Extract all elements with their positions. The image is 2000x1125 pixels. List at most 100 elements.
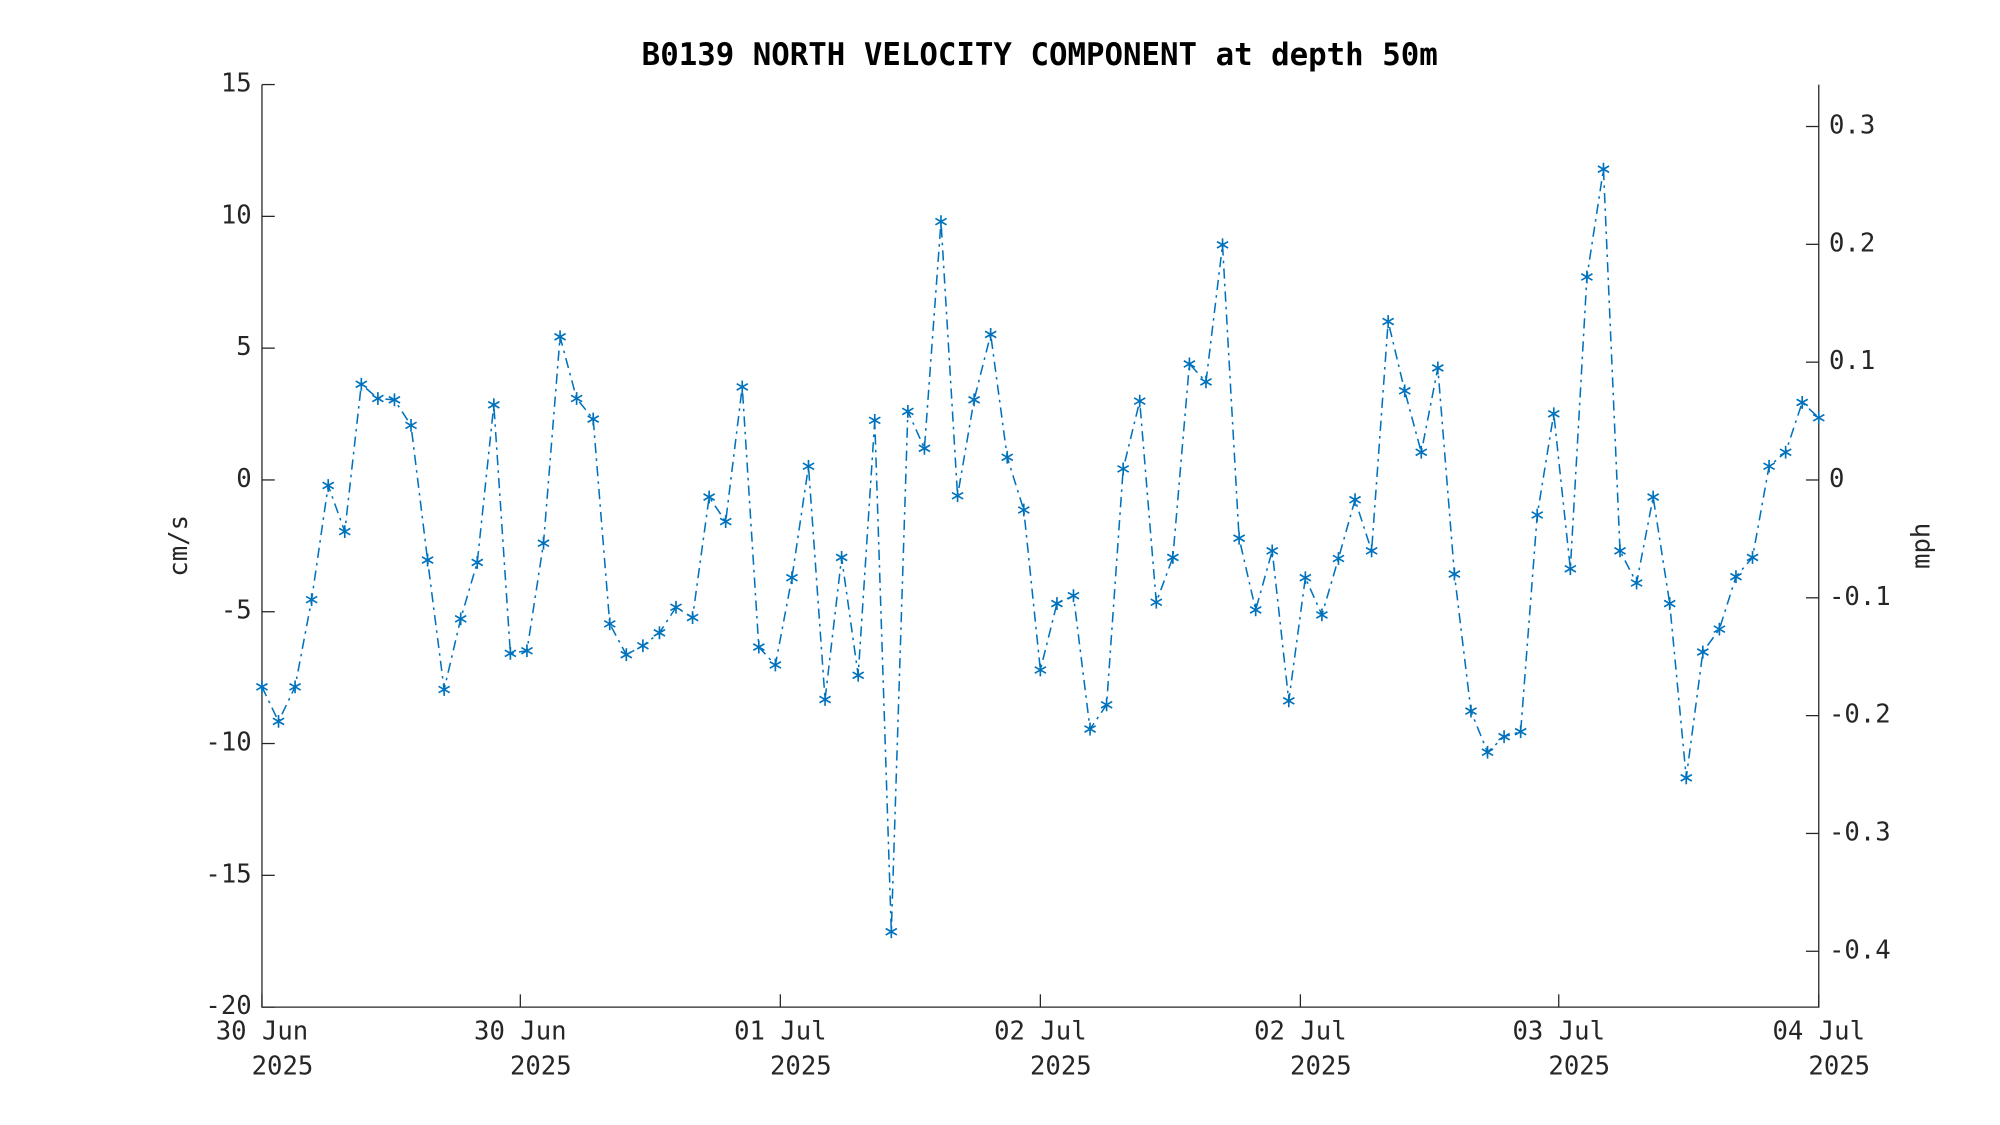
data-marker	[703, 490, 716, 504]
data-marker	[852, 668, 865, 682]
data-marker	[951, 489, 964, 503]
data-marker	[984, 328, 997, 341]
data-marker	[620, 648, 633, 662]
data-marker	[819, 693, 832, 706]
data-marker	[835, 551, 848, 564]
data-marker	[255, 680, 268, 694]
data-marker	[1647, 490, 1660, 504]
data-marker	[1067, 589, 1080, 603]
data-marker	[885, 925, 898, 939]
x-tick-label: 01 Jul 2025	[734, 1017, 832, 1082]
data-marker	[935, 215, 947, 229]
data-marker	[636, 639, 649, 653]
data-marker	[1431, 361, 1444, 375]
data-marker	[322, 479, 335, 492]
data-marker	[1034, 663, 1047, 677]
y-tick-label: -5	[221, 596, 252, 626]
data-marker	[355, 377, 368, 391]
x-tick-label: 30 Jun 2025	[216, 1017, 314, 1082]
data-marker	[1282, 694, 1295, 708]
data-marker	[1150, 595, 1163, 609]
y2-tick-label: -0.4	[1829, 935, 1891, 965]
y-tick-label: 5	[236, 332, 251, 362]
y-tick-label: -15	[205, 859, 251, 889]
data-marker	[537, 536, 550, 550]
data-marker	[769, 658, 782, 672]
chart-title: B0139 NORTH VELOCITY COMPONENT at depth …	[642, 37, 1438, 73]
data-marker	[1597, 162, 1610, 176]
y-tick-label: 15	[221, 69, 252, 99]
x-tick-label: 04 Jul 2025	[1773, 1017, 1871, 1082]
data-marker	[901, 405, 914, 418]
data-marker	[1365, 544, 1378, 558]
data-marker	[504, 646, 517, 660]
data-marker	[1481, 745, 1494, 759]
data-marker	[570, 392, 583, 405]
data-marker	[1547, 407, 1560, 421]
data-marker	[1448, 567, 1461, 581]
x-tick-label: 30 Jun 2025	[474, 1017, 572, 1082]
data-marker	[1713, 622, 1726, 636]
data-marker	[1680, 771, 1693, 785]
data-marker	[670, 600, 682, 614]
data-marker	[736, 380, 749, 394]
y-tick-label: 0	[236, 464, 251, 494]
data-marker	[587, 412, 600, 426]
data-marker	[1315, 608, 1328, 622]
data-marker	[1630, 576, 1643, 590]
data-marker	[1332, 552, 1345, 565]
x-tick-label: 02 Jul 2025	[994, 1017, 1092, 1082]
data-marker	[1084, 722, 1097, 736]
data-marker	[421, 553, 434, 567]
data-marker	[1233, 531, 1246, 545]
data-marker	[1017, 503, 1030, 517]
data-marker	[1696, 645, 1709, 659]
data-marker	[1398, 384, 1411, 398]
y-tick-label: -20	[205, 991, 251, 1021]
data-marker	[1729, 570, 1742, 584]
data-marker	[1349, 493, 1362, 507]
y-tick-label: -10	[205, 728, 251, 758]
data-marker	[1779, 445, 1792, 459]
data-marker	[272, 714, 285, 728]
data-marker	[1133, 394, 1146, 408]
data-marker	[1514, 725, 1527, 739]
data-marker	[471, 556, 484, 569]
data-marker	[752, 640, 765, 654]
data-line	[261, 169, 1820, 932]
y2-tick-label: 0.2	[1829, 228, 1875, 258]
data-marker	[653, 626, 666, 640]
data-marker	[802, 459, 815, 473]
data-marker	[1746, 551, 1759, 564]
data-marker	[918, 441, 931, 455]
data-marker	[1531, 508, 1544, 522]
data-marker	[1100, 698, 1113, 712]
data-marker	[438, 683, 451, 696]
data-marker	[603, 617, 616, 631]
data-marker	[1663, 597, 1676, 610]
y2-tick-label: 0.1	[1829, 346, 1875, 376]
data-marker	[1614, 544, 1627, 558]
data-marker	[454, 612, 467, 626]
data-marker	[868, 413, 881, 427]
data-marker	[1001, 450, 1014, 464]
x-tick-label: 03 Jul 2025	[1512, 1017, 1610, 1082]
data-marker	[1050, 597, 1063, 610]
x-tick-label: 02 Jul 2025	[1254, 1017, 1352, 1082]
y2-tick-label: -0.2	[1829, 700, 1891, 730]
y2-tick-label: -0.3	[1829, 817, 1891, 847]
data-marker	[1382, 315, 1395, 328]
data-marker	[371, 392, 384, 405]
data-marker	[686, 611, 699, 624]
data-marker	[1117, 462, 1130, 476]
y2-tick-label: -0.1	[1829, 582, 1891, 612]
data-marker	[1249, 603, 1262, 617]
y-tick-label: 10	[221, 200, 252, 230]
data-marker	[1415, 445, 1428, 459]
y2-tick-label: 0	[1829, 464, 1844, 494]
data-marker	[405, 418, 418, 432]
data-marker	[1498, 730, 1511, 744]
data-marker	[1464, 704, 1477, 718]
